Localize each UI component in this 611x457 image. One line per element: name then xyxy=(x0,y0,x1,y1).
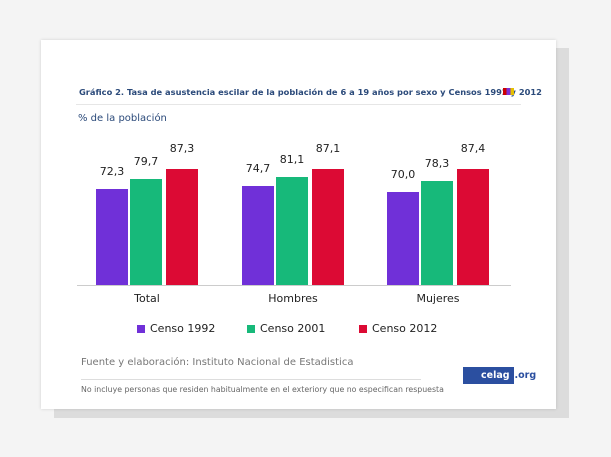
category-label: Total xyxy=(134,292,160,305)
footnote: No incluye personas que residen habitual… xyxy=(81,385,444,394)
logo-suffix: .org xyxy=(514,370,537,381)
chart-title: Gráfico 2. Tasa de asustencia escilar de… xyxy=(79,87,542,97)
legend-label: Censo 2012 xyxy=(372,322,438,335)
flag-icon xyxy=(503,88,514,95)
bar-total-censo-2012 xyxy=(166,168,198,285)
divider xyxy=(76,104,521,105)
data-label: 87,3 xyxy=(169,141,195,155)
bar-hombres-censo-1992 xyxy=(242,185,274,285)
divider xyxy=(81,379,421,380)
legend-swatch xyxy=(137,324,145,333)
bar-total-censo-1992 xyxy=(96,188,128,285)
category-label: Hombres xyxy=(268,292,318,305)
celag-logo: celag .org xyxy=(463,367,536,384)
legend-item: Censo 2001 xyxy=(247,322,325,335)
legend-swatch xyxy=(247,324,255,333)
data-label: 78,3 xyxy=(424,156,450,170)
bar-hombres-censo-2012 xyxy=(312,169,344,285)
data-label: 74,7 xyxy=(245,161,271,175)
bar-hombres-censo-2001 xyxy=(276,177,308,285)
category-label: Mujeres xyxy=(416,292,460,305)
data-label: 81,1 xyxy=(279,153,305,167)
data-label: 72,3 xyxy=(99,164,125,178)
data-label: 70,0 xyxy=(390,167,416,181)
data-label: 87,1 xyxy=(315,142,341,156)
legend-label: Censo 1992 xyxy=(150,322,216,335)
bar-total-censo-2001 xyxy=(130,178,162,285)
logo-main: celag xyxy=(463,367,514,384)
data-label: 79,7 xyxy=(133,154,159,168)
data-label: 87,4 xyxy=(460,141,486,155)
legend-swatch xyxy=(359,324,367,333)
bar-mujeres-censo-1992 xyxy=(387,191,419,285)
bar-mujeres-censo-2001 xyxy=(421,180,453,285)
source-text: Fuente y elaboración: Instituto Nacional… xyxy=(81,357,354,368)
x-axis-line xyxy=(77,285,511,286)
chart-card: Gráfico 2. Tasa de asustencia escilar de… xyxy=(41,40,556,409)
bar-mujeres-censo-2012 xyxy=(457,168,489,285)
y-axis-label: % de la población xyxy=(78,113,167,124)
legend-item: Censo 1992 xyxy=(137,322,215,335)
legend-item: Censo 2012 xyxy=(359,322,437,335)
legend-label: Censo 2001 xyxy=(260,322,326,335)
